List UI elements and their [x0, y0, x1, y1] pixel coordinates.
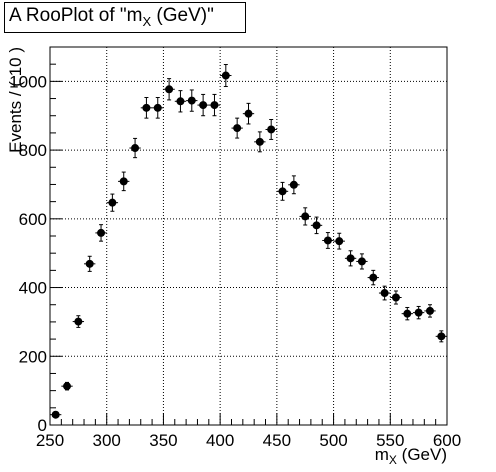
data-marker — [244, 109, 253, 118]
data-marker — [346, 254, 355, 263]
data-point — [344, 250, 357, 267]
data-point — [333, 232, 345, 250]
data-marker — [187, 96, 196, 105]
data-point — [163, 78, 175, 101]
x-tick-label: 500 — [319, 431, 347, 450]
data-marker — [63, 382, 72, 391]
plot-title: A RooPlot of "mX (GeV)" — [4, 2, 246, 33]
data-point — [197, 93, 209, 117]
x-tick-label: 600 — [433, 431, 461, 450]
data-point — [378, 285, 391, 301]
data-point — [390, 290, 402, 305]
y-axis-title: Events / ( 10 ) — [6, 47, 25, 153]
y-tick-label: 400 — [19, 279, 47, 298]
y-tick-label: 200 — [19, 347, 47, 366]
data-point — [174, 90, 187, 113]
data-point — [356, 253, 368, 270]
y-tick-label: 0 — [38, 416, 47, 435]
data-marker — [153, 103, 162, 112]
data-marker — [210, 101, 219, 110]
data-marker — [199, 101, 208, 110]
data-point — [254, 131, 266, 153]
data-marker — [221, 71, 230, 80]
x-axis-title-suffix: (GeV) — [397, 445, 447, 464]
data-marker — [267, 125, 276, 134]
y-tick-label: 800 — [19, 141, 47, 160]
y-tick-label: 600 — [19, 210, 47, 229]
data-point — [220, 64, 232, 88]
data-marker — [51, 410, 60, 419]
data-point — [84, 255, 96, 272]
data-marker — [312, 221, 321, 230]
data-point — [72, 315, 85, 328]
data-marker — [391, 293, 400, 302]
data-point — [401, 306, 413, 321]
data-point — [231, 117, 243, 139]
data-marker — [335, 237, 344, 246]
data-marker — [289, 180, 298, 189]
data-point — [265, 119, 277, 140]
data-point — [367, 269, 379, 286]
data-point — [106, 193, 119, 212]
data-marker — [233, 124, 242, 133]
data-point — [412, 305, 425, 320]
x-axis-title-main: m — [375, 445, 389, 464]
data-point — [118, 171, 130, 192]
x-tick-label: 250 — [36, 431, 64, 450]
data-point — [435, 330, 447, 343]
x-tick-label: 350 — [149, 431, 177, 450]
data-marker — [357, 257, 366, 266]
x-axis-title-subscript: X — [389, 453, 397, 467]
data-point — [288, 175, 300, 195]
x-axis-title: mX (GeV) — [375, 445, 447, 467]
data-marker — [380, 289, 389, 298]
plot-title-subscript: X — [142, 13, 152, 29]
data-point — [322, 232, 334, 249]
data-marker — [165, 85, 174, 94]
data-marker — [119, 177, 128, 186]
data-marker — [403, 309, 412, 318]
data-marker — [142, 103, 151, 112]
data-marker — [97, 228, 106, 237]
data-point — [310, 216, 323, 235]
data-marker — [278, 187, 287, 196]
plot-title-suffix: (GeV)" — [151, 5, 214, 26]
data-marker — [131, 144, 140, 153]
data-marker — [369, 273, 378, 282]
data-point — [140, 97, 153, 119]
plot-title-prefix: A RooPlot of "m — [9, 5, 143, 26]
data-marker — [85, 259, 94, 268]
data-point — [299, 207, 311, 226]
data-point — [186, 89, 198, 112]
x-tick-label: 550 — [376, 431, 404, 450]
data-point — [61, 381, 73, 391]
y-tick-label: 1000 — [9, 72, 47, 91]
data-marker — [437, 332, 446, 341]
data-point — [129, 137, 141, 159]
data-point — [276, 181, 289, 201]
data-marker — [176, 97, 185, 106]
data-point — [424, 304, 436, 318]
data-marker — [301, 212, 310, 221]
data-marker — [414, 308, 423, 317]
x-tick-label: 450 — [263, 431, 291, 450]
data-marker — [108, 198, 117, 207]
data-marker — [74, 317, 83, 326]
data-point — [208, 93, 221, 117]
data-point — [152, 97, 164, 119]
x-tick-label: 300 — [93, 431, 121, 450]
data-marker — [323, 236, 332, 245]
data-point — [242, 102, 255, 125]
data-point — [95, 224, 107, 242]
data-marker — [255, 137, 264, 146]
data-marker — [425, 306, 434, 315]
data-point — [50, 410, 62, 419]
x-tick-label: 400 — [206, 431, 234, 450]
